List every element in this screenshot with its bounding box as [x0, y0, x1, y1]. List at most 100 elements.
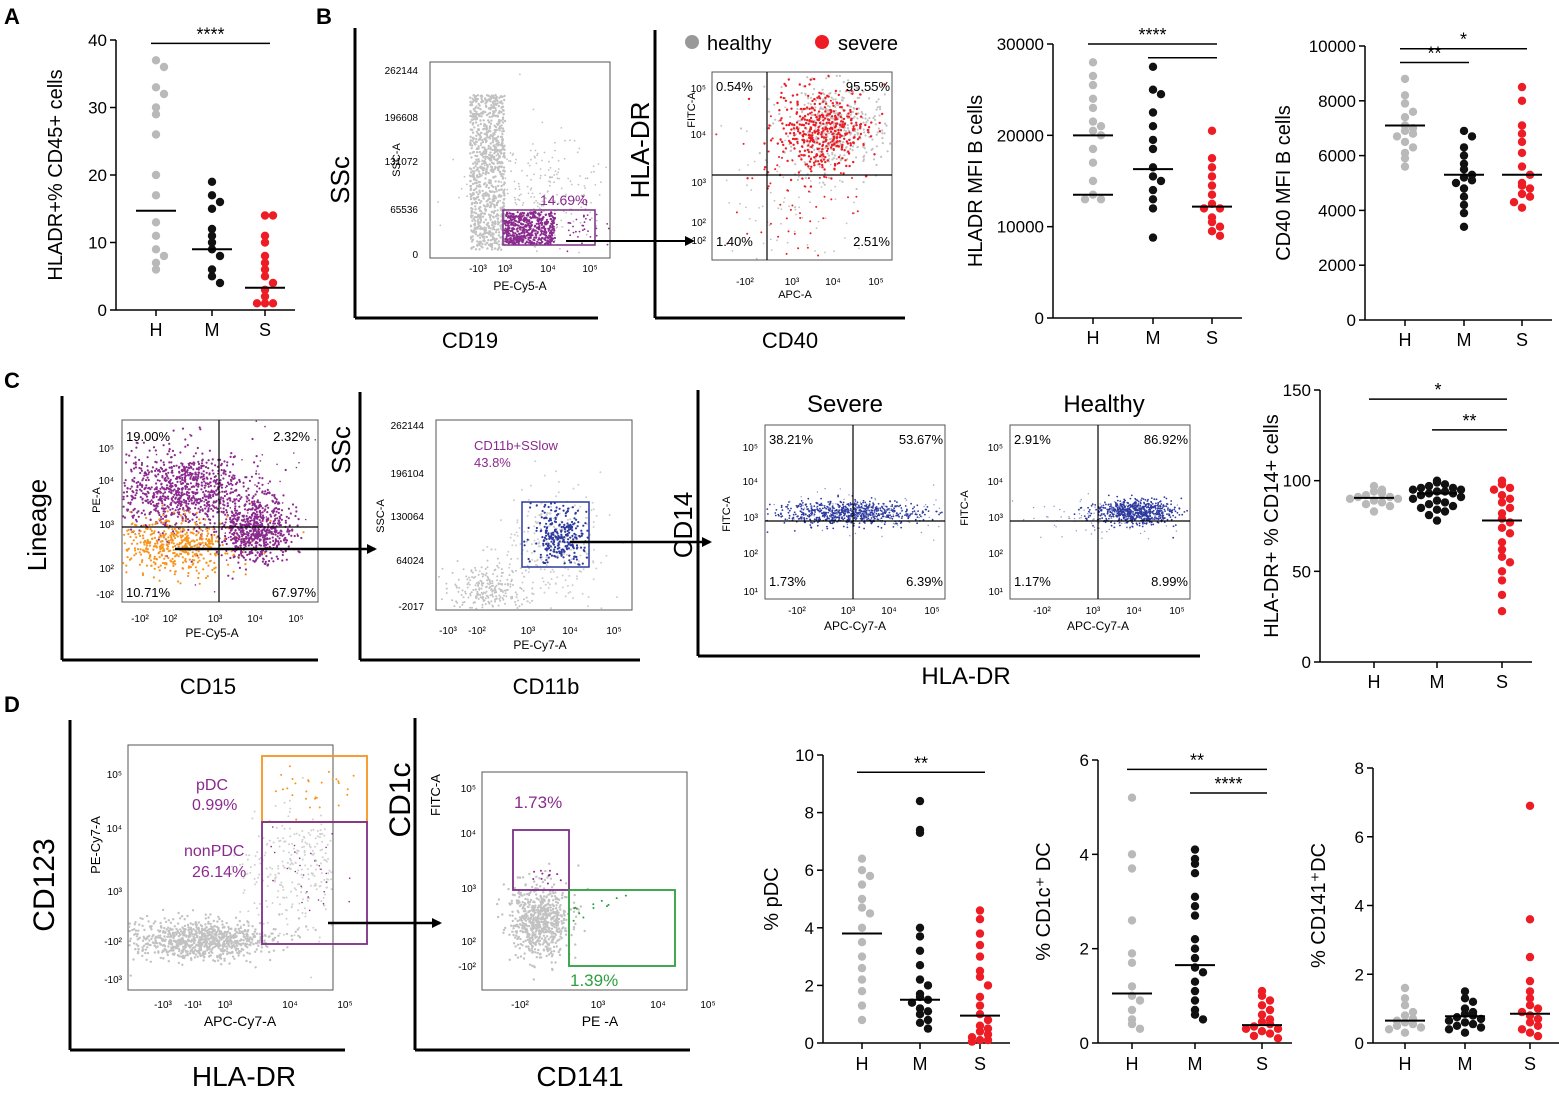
- event-dot: [807, 144, 810, 147]
- event-dot: [130, 542, 133, 545]
- event-dot: [530, 217, 533, 220]
- event-dot: [478, 243, 481, 247]
- event-dot: [538, 238, 541, 241]
- event-dot: [793, 134, 796, 137]
- event-dot: [483, 132, 486, 136]
- event-dot: [769, 222, 772, 225]
- event-dot: [122, 495, 125, 498]
- event-dot: [278, 537, 281, 540]
- event-dot: [790, 128, 793, 131]
- event-dot: [779, 203, 782, 206]
- event-dot: [204, 466, 208, 469]
- event-dot: [866, 119, 869, 122]
- event-dot: [496, 102, 499, 105]
- event-dot: [210, 489, 213, 492]
- event-dot: [803, 118, 807, 121]
- event-dot: [479, 165, 482, 168]
- event-dot: [828, 118, 831, 122]
- event-dot: [569, 234, 572, 237]
- event-dot: [180, 482, 183, 485]
- event-dot: [132, 514, 136, 517]
- event-dot: [483, 164, 486, 167]
- event-dot: [280, 509, 284, 512]
- event-dot: [830, 198, 833, 201]
- event-dot: [496, 209, 499, 212]
- event-dot: [547, 169, 550, 171]
- event-dot: [485, 132, 488, 135]
- event-dot: [487, 226, 491, 229]
- event-dot: [147, 473, 150, 476]
- event-dot: [192, 491, 195, 494]
- event-dot: [122, 505, 125, 508]
- event-dot: [188, 488, 191, 491]
- event-dot: [485, 572, 488, 575]
- event-dot: [169, 478, 172, 481]
- event-dot: [471, 201, 474, 205]
- event-dot: [553, 217, 556, 220]
- event-dot: [223, 470, 226, 473]
- event-dot: [593, 170, 595, 173]
- event-dot: [473, 227, 476, 230]
- event-dot: [208, 449, 211, 452]
- event-dot: [859, 127, 862, 130]
- event-dot: [184, 559, 187, 562]
- event-dot: [482, 549, 485, 552]
- event-dot: [478, 206, 482, 209]
- event-dot: [822, 100, 825, 103]
- event-dot: [849, 133, 852, 136]
- event-dot: [135, 536, 138, 539]
- event-dot: [240, 540, 243, 543]
- event-dot: [162, 549, 165, 553]
- event-dot: [815, 115, 818, 119]
- event-dot: [575, 230, 577, 233]
- event-dot: [471, 118, 474, 121]
- c1-big-x: CD15: [180, 674, 236, 699]
- event-dot: [236, 518, 238, 521]
- event-dot: [508, 160, 510, 162]
- event-dot: [246, 498, 248, 500]
- event-dot: [212, 495, 215, 498]
- event-dot: [509, 217, 512, 220]
- c2-big-x: CD11b: [513, 674, 580, 699]
- event-dot: [843, 137, 846, 140]
- event-dot: [275, 555, 278, 558]
- event-dot: [586, 214, 589, 217]
- event-dot: [538, 225, 541, 228]
- event-dot: [475, 137, 478, 141]
- event-dot: [160, 515, 163, 518]
- event-dot: [739, 127, 743, 130]
- event-dot: [491, 198, 494, 201]
- event-dot: [164, 566, 167, 569]
- event-dot: [161, 504, 164, 507]
- event-dot: [187, 571, 190, 575]
- event-dot: [256, 551, 259, 554]
- event-dot: [534, 224, 537, 227]
- event-dot: [469, 197, 473, 201]
- event-dot: [214, 479, 218, 483]
- event-dot: [488, 125, 492, 128]
- event-dot: [841, 143, 844, 147]
- event-dot: [226, 461, 229, 464]
- event-dot: [834, 89, 838, 93]
- event-dot: [231, 491, 235, 494]
- event-dot: [254, 512, 257, 516]
- event-dot: [488, 587, 491, 590]
- legend-healthy-dot: [685, 35, 699, 49]
- event-dot: [786, 241, 789, 244]
- event-dot: [185, 502, 188, 505]
- event-dot: [518, 185, 520, 188]
- event-dot: [226, 498, 229, 501]
- event-dot: [474, 208, 477, 211]
- event-dot: [812, 120, 815, 124]
- event-dot: [154, 474, 157, 477]
- event-dot: [213, 552, 217, 556]
- event-dot: [817, 137, 820, 140]
- event-dot: [271, 536, 274, 539]
- event-dot: [518, 232, 521, 236]
- event-dot: [506, 231, 510, 234]
- event-dot: [842, 172, 845, 175]
- event-dot: [485, 168, 488, 171]
- event-dot: [148, 449, 151, 452]
- event-dot: [503, 197, 506, 200]
- event-dot: [187, 502, 190, 505]
